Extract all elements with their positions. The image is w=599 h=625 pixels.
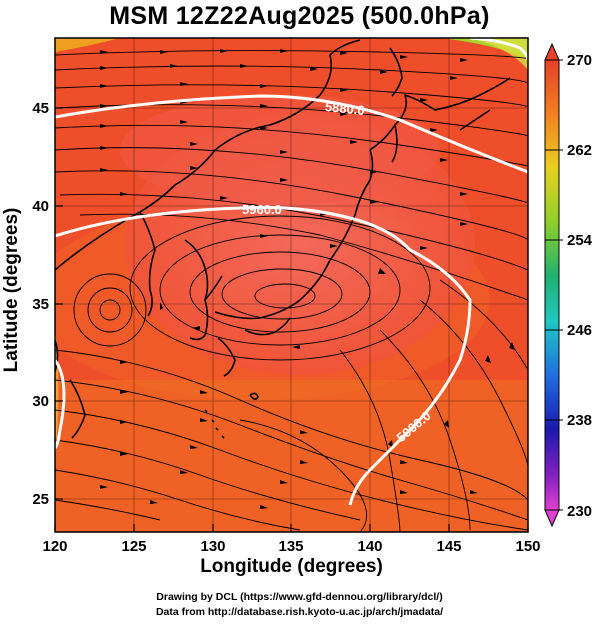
credit-data: Data from http://database.rish.kyoto-u.a… [155, 606, 444, 618]
x-tick-label: 130 [200, 538, 225, 555]
y-tick-labels: 25 30 35 40 45 [32, 100, 49, 508]
wind-arrows [100, 49, 515, 509]
credit-drawing: Drawing by DCL (https://www.gfd-dennou.o… [156, 591, 443, 603]
x-tick-label: 120 [42, 538, 67, 555]
colorbar-label: 246 [567, 322, 592, 339]
x-tick-label: 150 [515, 538, 540, 555]
x-tick-label: 125 [121, 538, 146, 555]
y-tick-label: 40 [32, 198, 49, 215]
colorbar-label: 270 [567, 52, 592, 69]
axis-ticks [54, 107, 529, 532]
x-tick-label: 140 [357, 538, 382, 555]
x-tick-label: 145 [436, 538, 461, 555]
colorbar-bar [544, 59, 560, 511]
x-tick-labels: 120 125 130 135 140 145 150 [42, 538, 540, 555]
chart-title: MSM 12Z22Aug2025 (500.0hPa) [109, 2, 490, 30]
contour-label: 5880.0 [324, 99, 365, 118]
y-tick-label: 25 [32, 491, 49, 508]
y-axis-label: Latitude (degrees) [1, 207, 22, 373]
colorbar: 270 262 254 246 238 230 [544, 42, 593, 528]
colorbar-label: 230 [567, 503, 592, 520]
colorbar-label: 262 [567, 142, 592, 159]
coastlines [55, 39, 511, 439]
colorbar-min-arrow [544, 509, 560, 528]
colorbar-label: 254 [567, 232, 593, 249]
y-tick-label: 45 [32, 100, 49, 117]
height-contours [55, 38, 528, 506]
y-tick-label: 35 [32, 296, 49, 313]
colorbar-max-arrow [544, 42, 560, 61]
graticule [55, 38, 528, 532]
y-tick-label: 30 [32, 393, 49, 410]
wind-streamlines [55, 50, 528, 532]
x-tick-label: 135 [278, 538, 303, 555]
colorbar-label: 238 [567, 412, 592, 429]
contour-label: 5960.0 [242, 202, 282, 217]
x-axis-label: Longitude (degrees) [200, 556, 383, 577]
temperature-field: 5880.0 5960.0 5960.0 [55, 38, 528, 532]
